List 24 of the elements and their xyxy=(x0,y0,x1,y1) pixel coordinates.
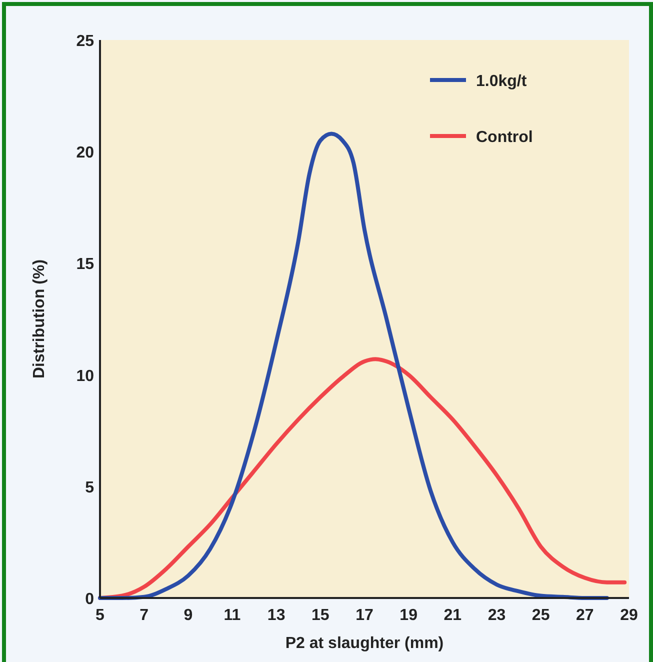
legend-label: 1.0kg/t xyxy=(476,73,528,90)
x-tick-label: 7 xyxy=(140,607,149,624)
legend-label: Control xyxy=(476,129,533,146)
y-tick-label: 10 xyxy=(76,368,94,385)
line-series xyxy=(98,132,609,600)
x-tick-label: 5 xyxy=(96,607,105,624)
x-tick-label: 13 xyxy=(267,607,286,624)
x-tick-label: 9 xyxy=(184,607,193,624)
x-tick-label: 25 xyxy=(532,607,550,624)
x-tick-label: 11 xyxy=(224,607,241,624)
x-tick-label: 19 xyxy=(400,607,418,624)
y-tick-label: 5 xyxy=(85,479,94,496)
y-tick-label: 0 xyxy=(85,591,94,608)
x-tick-label: 23 xyxy=(488,607,506,624)
x-tick-label: 27 xyxy=(576,607,594,624)
x-tick-label: 29 xyxy=(620,607,638,624)
y-tick-label: 15 xyxy=(76,256,94,274)
y-tick-label: 20 xyxy=(76,144,94,162)
x-tick-label: 15 xyxy=(312,607,330,624)
x-tick-label: 17 xyxy=(356,607,374,624)
x-axis-title: P2 at slaughter (mm) xyxy=(285,635,444,652)
x-tick-label: 21 xyxy=(444,607,462,624)
y-tick-label: 25 xyxy=(76,33,94,50)
y-axis-title: Distribution (%) xyxy=(31,259,48,379)
